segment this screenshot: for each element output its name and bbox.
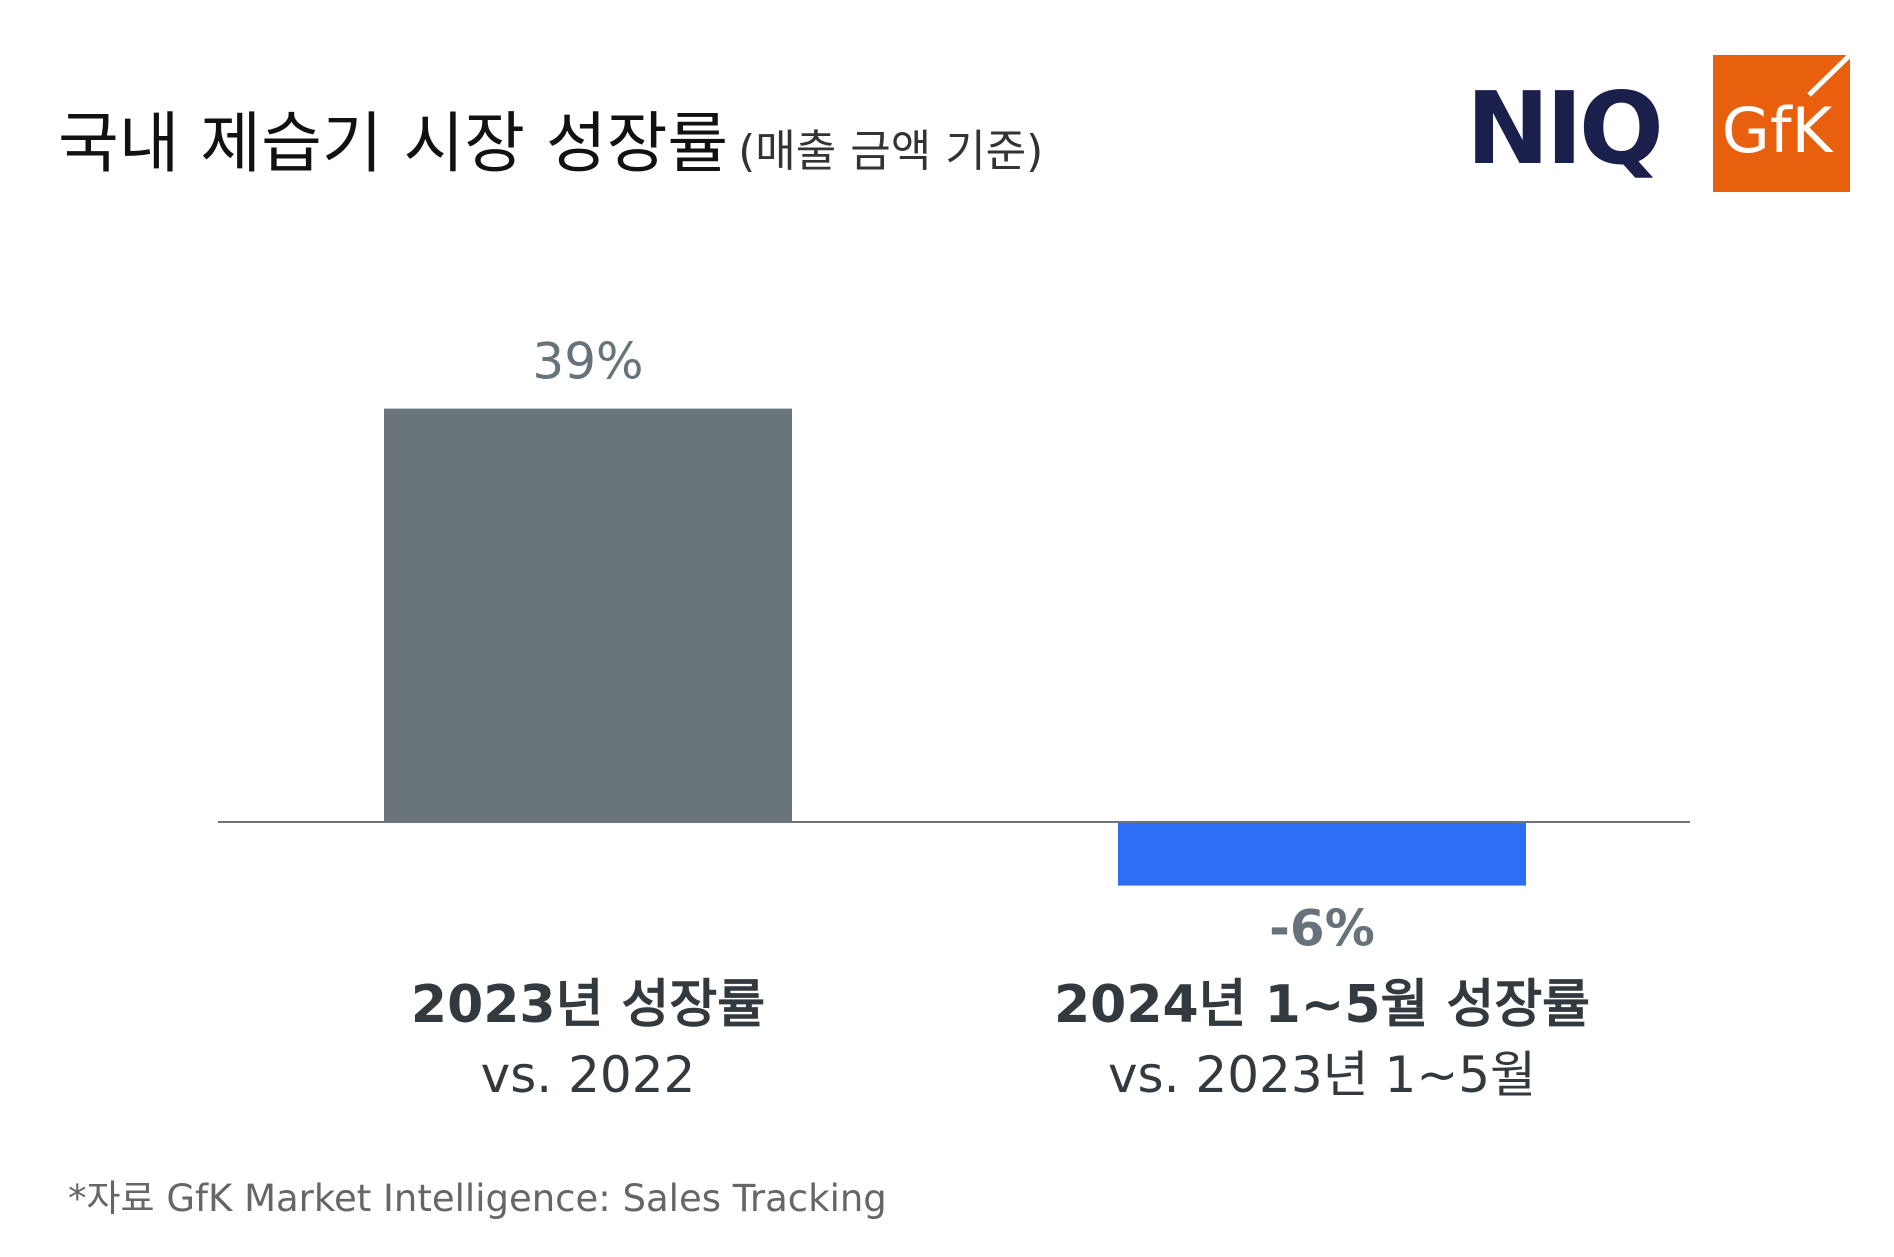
gfk-logo-text: GfK [1722, 94, 1834, 167]
category-2024-subtitle: vs. 2023년 1~5월 [1107, 1046, 1537, 1104]
bar-2023 [384, 408, 792, 822]
value-label-2024-jan-may: -6% [1269, 900, 1375, 958]
source-footnote: *자료 GfK Market Intelligence: Sales Track… [68, 1177, 887, 1220]
gfk-logo-mark: GfK [1722, 55, 1850, 167]
category-label-2024-jan-may: 2024년 1~5월 성장률 vs. 2023년 1~5월 [972, 970, 1672, 1110]
niq-logo: NIQ [1466, 70, 1664, 187]
category-label-2023: 2023년 성장률 vs. 2022 [238, 970, 938, 1110]
gfk-logo-slash [1807, 55, 1850, 97]
chart-subtitle: (매출 금액 기준) [738, 126, 1044, 177]
bar-2024-jan-may [1118, 822, 1526, 886]
chart-title: 국내 제습기 시장 성장률 (매출 금액 기준) [58, 90, 1043, 186]
category-2023-title: 2023년 성장률 [410, 975, 766, 1035]
gfk-logo: GfK [1713, 55, 1850, 192]
category-2024-title: 2024년 1~5월 성장률 [1053, 975, 1591, 1035]
value-label-2023: 39% [532, 333, 643, 391]
category-2023-subtitle: vs. 2022 [480, 1046, 696, 1104]
title-main: 국내 제습기 시장 성장률 [58, 105, 729, 182]
